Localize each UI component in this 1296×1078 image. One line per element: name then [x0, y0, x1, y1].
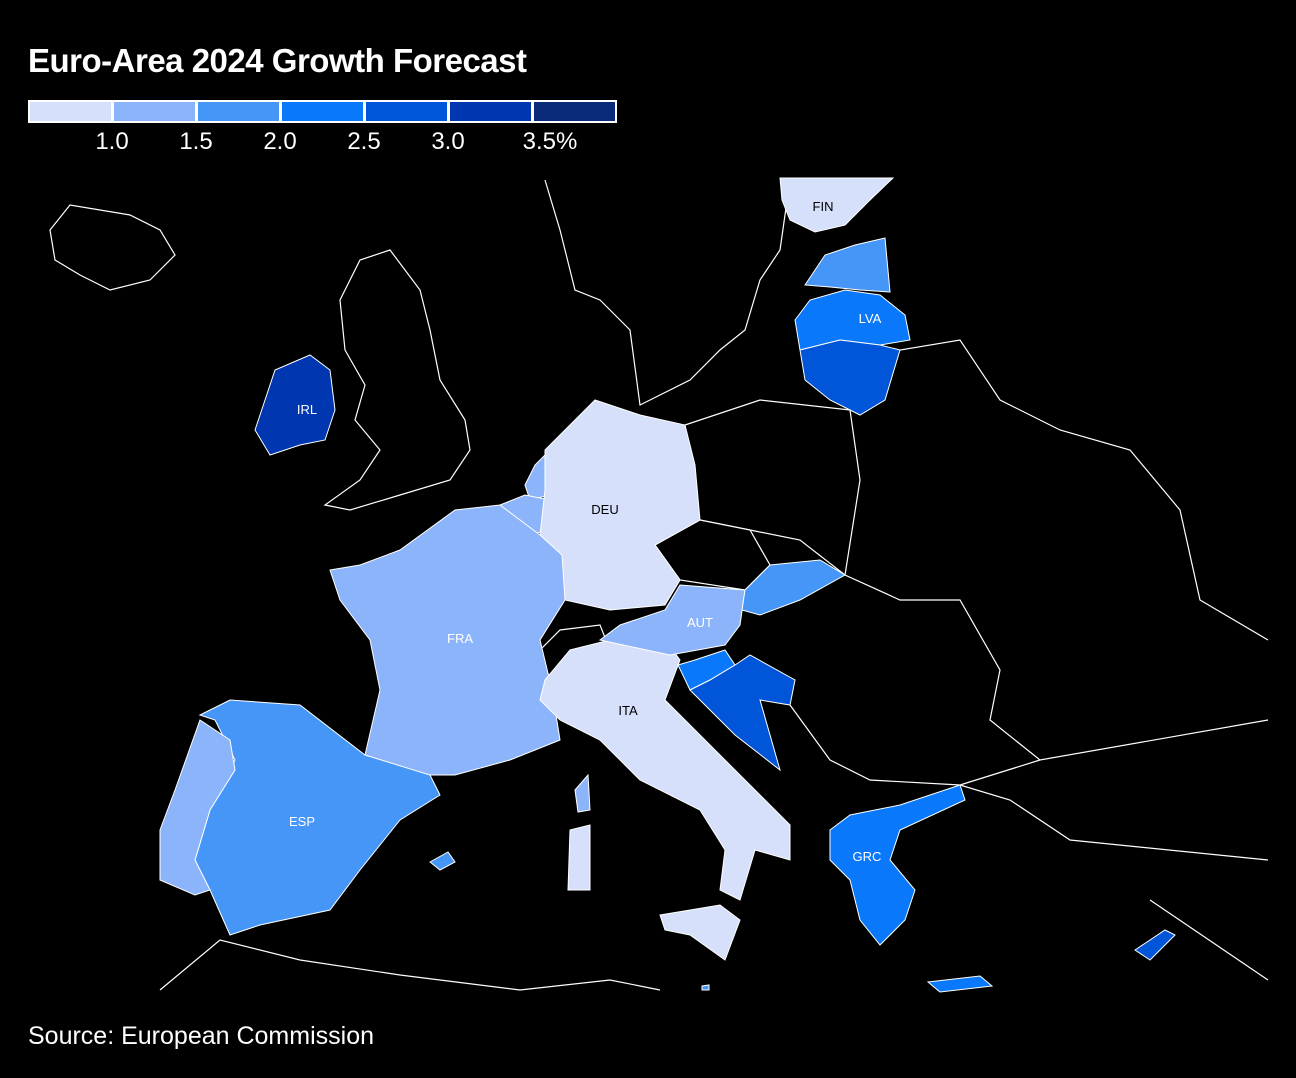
label-fin: FIN	[813, 199, 834, 214]
legend-tick: 2.5	[347, 128, 381, 155]
legend-swatch	[534, 102, 615, 121]
east-borders	[684, 339, 1269, 981]
country-ita[interactable]	[539, 639, 791, 961]
legend-tick: 3.0	[431, 128, 465, 155]
legend-swatch	[366, 102, 447, 121]
country-est[interactable]	[804, 237, 891, 293]
europe-map: FIN LVA IRL DEU FRA AUT ITA ESP GRC	[49, 177, 1269, 993]
country-lva[interactable]	[794, 289, 911, 351]
country-prt[interactable]	[159, 719, 236, 896]
scandinavia-outline	[544, 179, 791, 406]
country-irl[interactable]	[254, 354, 336, 456]
country-cyp[interactable]	[1134, 929, 1176, 961]
legend-tick: 1.0	[95, 128, 129, 155]
country-mlt[interactable]	[701, 984, 710, 991]
country-hrv[interactable]	[689, 654, 796, 772]
north-africa-outline	[159, 939, 661, 991]
country-grc[interactable]	[829, 784, 994, 993]
label-fra: FRA	[447, 631, 473, 646]
label-lva: LVA	[859, 311, 882, 326]
label-ita: ITA	[618, 703, 638, 718]
legend-tick: 1.5	[179, 128, 213, 155]
legend-swatch	[282, 102, 363, 121]
country-fra-corsica[interactable]	[574, 773, 591, 813]
legend-ticks: 1.0 1.5 2.0 2.5 3.0 3.5%	[28, 128, 618, 158]
color-legend	[28, 100, 617, 123]
legend-swatch	[114, 102, 195, 121]
iceland-outline	[49, 204, 176, 291]
legend-swatch	[198, 102, 279, 121]
country-fin[interactable]	[779, 177, 895, 233]
legend-tick: 3.5%	[522, 128, 578, 155]
label-grc: GRC	[853, 849, 882, 864]
label-deu: DEU	[591, 502, 618, 517]
label-irl: IRL	[297, 402, 317, 417]
legend-swatch	[450, 102, 531, 121]
country-esp-balearic[interactable]	[429, 851, 456, 871]
uk-outline	[323, 249, 471, 511]
country-svk[interactable]	[741, 559, 846, 616]
label-aut: AUT	[687, 615, 713, 630]
legend-tick: 2.0	[263, 128, 297, 155]
source-note: Source: European Commission	[28, 1022, 374, 1050]
label-esp: ESP	[289, 814, 315, 829]
legend-swatch	[30, 102, 111, 121]
country-ltu[interactable]	[799, 339, 901, 416]
chart-title: Euro-Area 2024 Growth Forecast	[28, 42, 527, 79]
